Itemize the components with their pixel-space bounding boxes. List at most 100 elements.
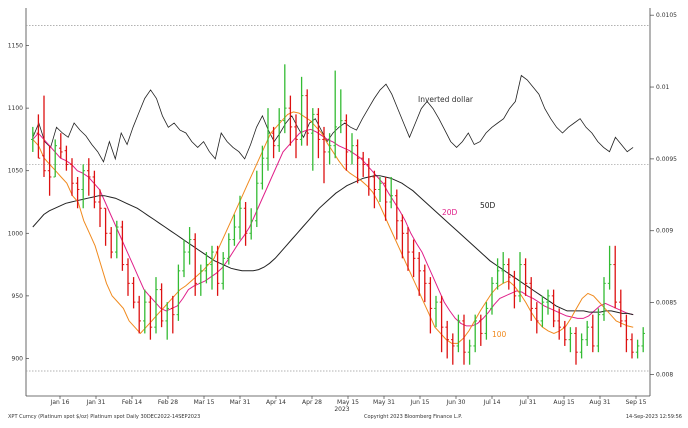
x-tick-label-1: Jan 31 — [86, 399, 106, 406]
ohlc-bar-33 — [215, 245, 220, 296]
ohlc-bar-25 — [171, 295, 175, 334]
ohlc-bar-24 — [165, 302, 169, 340]
ohlc-bar-23 — [159, 283, 164, 328]
reference-lines — [26, 25, 650, 372]
ohlc-bar-10 — [87, 158, 91, 196]
x-tick-label-2: Feb 14 — [122, 399, 142, 406]
ohlc-bar-21 — [148, 295, 153, 340]
ohlc-bar-96 — [568, 327, 573, 353]
ohlc-bar-107 — [630, 333, 634, 359]
ohlc-bar-82 — [490, 277, 494, 315]
footer-right: 14-Sep-2023 12:59:56 — [626, 414, 682, 420]
left-tick-label-0: 1150 — [8, 43, 23, 50]
ohlc-bar-42 — [266, 108, 270, 171]
x-axis-ticks: Jan 16 Jan 31 Feb 14 Feb 28 Mar 15 Mar 31 Apr … — [50, 396, 647, 406]
ohlc-bar-88 — [523, 258, 528, 296]
ohlc-bar-59 — [361, 151, 365, 177]
ohlc-bar-94 — [557, 308, 561, 340]
right-tick-label-5: 0.008 — [656, 371, 673, 378]
ohlc-bar-14 — [109, 227, 113, 259]
ohlc-bar-79 — [473, 314, 477, 353]
x-tick-label-8: May 15 — [337, 399, 359, 406]
ohlc-bar-37 — [238, 195, 242, 240]
ohlc-bar-92 — [546, 289, 550, 315]
ohlc-bar-3 — [47, 145, 52, 196]
annotation-100: 100 — [492, 330, 507, 339]
right-tick-label-3: 0.009 — [656, 228, 673, 235]
annotation-50d: 50D — [480, 201, 496, 210]
ohlc-bar-67 — [406, 227, 410, 271]
ohlc-bar-40 — [255, 170, 259, 228]
ohlc-bar-53 — [327, 133, 332, 165]
ohlc-bar-39 — [249, 208, 253, 240]
ohlc-bar-50 — [311, 108, 315, 171]
ohlc-bar-44 — [277, 108, 281, 152]
x-tick-label-16: Sep 15 — [626, 399, 647, 406]
left-tick-label-2: 1050 — [8, 168, 23, 175]
ohlc-bar-49 — [305, 89, 309, 146]
x-tick-label-0: Jan 16 — [50, 399, 70, 406]
ohlc-bar-5 — [59, 133, 63, 159]
ohlc-bar-97 — [574, 327, 578, 365]
left-tick-label-1: 1100 — [8, 105, 23, 112]
ohlc-bar-13 — [103, 207, 108, 246]
ohlc-bar-104 — [613, 245, 617, 309]
right-tick-label-2: 0.0095 — [656, 156, 677, 163]
ohlc-bar-30 — [199, 264, 203, 296]
footer-left: XPT Curncy (Platinum spot $/oz) Platinum… — [8, 414, 200, 420]
ohlc-bar-101 — [596, 308, 601, 353]
ohlc-bar-48 — [299, 76, 304, 146]
ohlc-bar-34 — [221, 252, 225, 290]
right-tick-label-0: 0.0105 — [656, 12, 677, 19]
ohlc-bar-64 — [389, 176, 393, 209]
ohlc-bar-52 — [322, 126, 326, 184]
ohlc-bar-6 — [64, 145, 69, 171]
series-line-20d — [32, 128, 634, 327]
ohlc-bar-31 — [204, 252, 209, 284]
ohlc-bar-22 — [154, 277, 158, 334]
ohlc-bar-73 — [439, 295, 444, 353]
year-label: 2023 — [334, 406, 349, 413]
ohlc-bar-71 — [428, 277, 433, 334]
x-tick-label-11: Jun 30 — [446, 399, 466, 406]
ohlc-bar-83 — [495, 258, 500, 290]
ohlc-bar-46 — [288, 95, 293, 146]
ohlc-bar-65 — [395, 189, 399, 240]
series-line-inverted-dollar — [32, 74, 634, 163]
ohlc-bar-91 — [540, 295, 545, 328]
x-tick-label-14: Aug 15 — [553, 399, 574, 406]
annotation-inverted-dollar: Inverted dollar — [418, 95, 474, 104]
x-tick-label-15: Aug 31 — [589, 399, 610, 406]
ohlc-bar-36 — [232, 214, 237, 246]
ohlc-bar-77 — [462, 314, 466, 365]
ohlc-bar-51 — [316, 108, 321, 159]
ohlc-bar-20 — [143, 289, 147, 334]
ohlc-bar-66 — [400, 214, 405, 259]
ohlc-bar-87 — [518, 252, 522, 303]
ohlc-bar-26 — [176, 264, 181, 321]
ohlc-bar-41 — [260, 145, 265, 190]
left-tick-label-5: 900 — [12, 355, 24, 362]
ohlc-bar-17 — [126, 258, 130, 296]
ohlc-bar-105 — [619, 289, 623, 328]
ohlc-bar-69 — [417, 252, 421, 296]
ohlc-bar-57 — [350, 133, 354, 165]
x-tick-label-7: Apr 28 — [302, 399, 322, 406]
ohlc-bar-11 — [92, 170, 97, 209]
ohlc-bar-93 — [551, 289, 556, 328]
ohlc-bar-27 — [182, 239, 186, 278]
ohlc-bar-58 — [355, 139, 360, 184]
series-line-50d — [32, 175, 634, 316]
ohlc-bar-81 — [484, 302, 489, 340]
x-tick-label-10: Jun 15 — [410, 399, 430, 406]
ohlc-bar-0 — [31, 126, 35, 152]
x-tick-label-13: Jul 31 — [519, 399, 537, 406]
annotation-20d: 20D — [442, 208, 458, 217]
ohlc-bar-109 — [641, 327, 645, 353]
ohlc-bar-18 — [131, 277, 136, 309]
x-tick-label-9: May 31 — [373, 399, 395, 406]
ohlc-bar-16 — [120, 220, 125, 271]
left-axis-ticks: 1150 1100 1050 1000 950 900 — [8, 43, 29, 362]
ohlc-bar-8 — [75, 176, 80, 209]
